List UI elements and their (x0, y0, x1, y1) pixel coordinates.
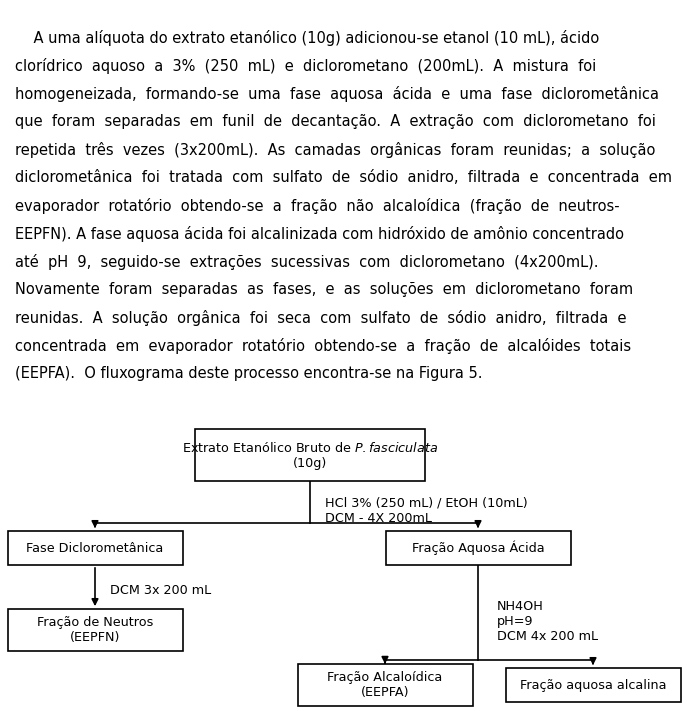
Text: (EEPFA).  O fluxograma deste processo encontra-se na Figura 5.: (EEPFA). O fluxograma deste processo enc… (15, 366, 482, 381)
Text: diclorometânica  foi  tratada  com  sulfato  de  sódio  anidro,  filtrada  e  co: diclorometânica foi tratada com sulfato … (15, 170, 672, 185)
Text: evaporador  rotatório  obtendo-se  a  fração  não  alcaloídica  (fração  de  neu: evaporador rotatório obtendo-se a fração… (15, 198, 620, 214)
Text: Fração Alcaloídica
(EEPFA): Fração Alcaloídica (EEPFA) (328, 671, 442, 699)
Text: Fração Aquosa Ácida: Fração Aquosa Ácida (412, 541, 544, 555)
Text: NH4OH
pH=9
DCM 4x 200 mL: NH4OH pH=9 DCM 4x 200 mL (497, 600, 598, 643)
Text: A uma alíquota do extrato etanólico (10g) adicionou-se etanol (10 mL), ácido: A uma alíquota do extrato etanólico (10g… (15, 30, 599, 46)
FancyBboxPatch shape (297, 664, 473, 706)
Text: homogeneizada,  formando-se  uma  fase  aquosa  ácida  e  uma  fase  diclorometâ: homogeneizada, formando-se uma fase aquo… (15, 86, 659, 102)
FancyBboxPatch shape (506, 668, 681, 702)
Text: Novamente  foram  separadas  as  fases,  e  as  soluções  em  diclorometano  for: Novamente foram separadas as fases, e as… (15, 282, 633, 297)
FancyBboxPatch shape (195, 429, 425, 481)
FancyBboxPatch shape (385, 531, 570, 565)
Text: HCl 3% (250 mL) / EtOH (10mL)
DCM - 4X 200mL: HCl 3% (250 mL) / EtOH (10mL) DCM - 4X 2… (325, 497, 528, 525)
Text: Fração aquosa alcalina: Fração aquosa alcalina (520, 678, 666, 692)
Text: Fase Diclorometânica: Fase Diclorometânica (26, 542, 164, 555)
FancyBboxPatch shape (8, 531, 183, 565)
Text: clorídrico  aquoso  a  3%  (250  mL)  e  diclorometano  (200mL).  A  mistura  fo: clorídrico aquoso a 3% (250 mL) e diclor… (15, 58, 596, 74)
Text: que  foram  separadas  em  funil  de  decantação.  A  extração  com  diclorometa: que foram separadas em funil de decantaç… (15, 114, 656, 129)
Text: reunidas.  A  solução  orgânica  foi  seca  com  sulfato  de  sódio  anidro,  fi: reunidas. A solução orgânica foi seca co… (15, 310, 627, 326)
Text: DCM 3x 200 mL: DCM 3x 200 mL (110, 584, 211, 597)
Text: EEPFN). A fase aquosa ácida foi alcalinizada com hidróxido de amônio concentrado: EEPFN). A fase aquosa ácida foi alcalini… (15, 226, 624, 242)
Text: até  pH  9,  seguido-se  extrações  sucessivas  com  diclorometano  (4x200mL).: até pH 9, seguido-se extrações sucessiva… (15, 254, 598, 270)
Text: Extrato Etanólico Bruto de $\it{P. fasciculata}$
(10g): Extrato Etanólico Bruto de $\it{P. fasci… (182, 441, 438, 469)
Text: Fração de Neutros
(EEPFN): Fração de Neutros (EEPFN) (37, 616, 153, 644)
Text: repetida  três  vezes  (3x200mL).  As  camadas  orgânicas  foram  reunidas;  a  : repetida três vezes (3x200mL). As camada… (15, 142, 655, 158)
Text: concentrada  em  evaporador  rotatório  obtendo-se  a  fração  de  alcalóides  t: concentrada em evaporador rotatório obte… (15, 338, 631, 354)
FancyBboxPatch shape (8, 609, 183, 651)
